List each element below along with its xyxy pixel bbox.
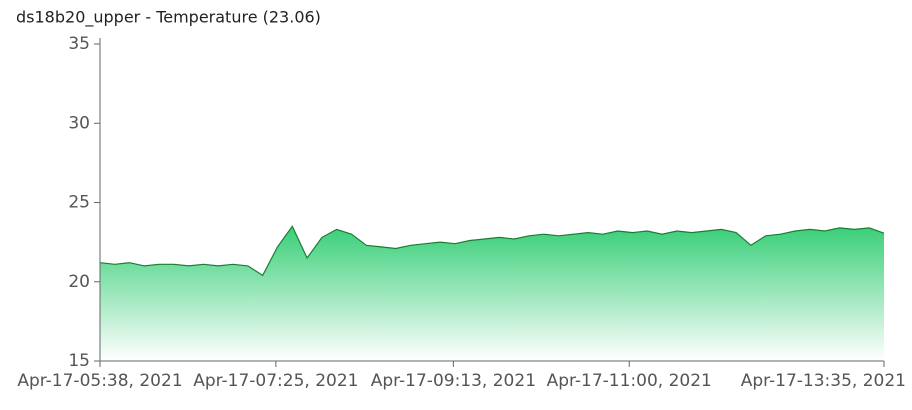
- y-tick-label: 15: [68, 351, 90, 371]
- x-tick-label: Apr-17-07:25, 2021: [193, 371, 358, 391]
- line: [99, 225, 885, 277]
- y-tick-label: 25: [68, 193, 90, 213]
- x-tick-label: Apr-17-13:35, 2021: [741, 371, 906, 391]
- x-tick-label: Apr-17-11:00, 2021: [547, 371, 712, 391]
- y-tick-label: 20: [68, 272, 90, 292]
- chart-title: ds18b20_upper - Temperature (23.06): [16, 8, 321, 28]
- y-tick-label: 30: [68, 113, 90, 133]
- area: [100, 226, 884, 361]
- x-tick-label: Apr-17-05:38, 2021: [17, 371, 182, 391]
- y-tick-label: 35: [68, 34, 90, 54]
- x-tick-label: Apr-17-09:13, 2021: [371, 371, 536, 391]
